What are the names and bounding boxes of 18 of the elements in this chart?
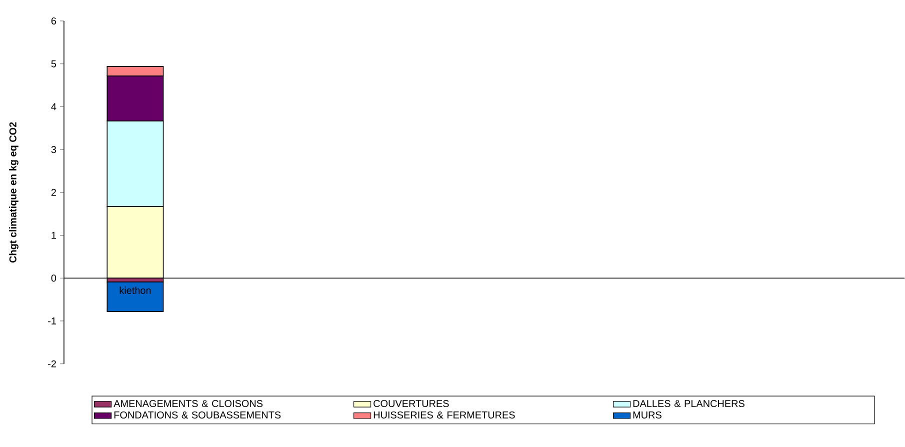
legend-label: MURS [633, 412, 662, 419]
y-axis-title: Chgt climatique en kg eq CO2 [9, 122, 18, 263]
y-tick-label: 0 [51, 274, 56, 282]
legend-label: DALLES & PLANCHERS [633, 400, 744, 408]
y-tick-label: -2 [48, 360, 56, 368]
legend-label: AMENAGEMENTS & CLOISONS [114, 400, 263, 408]
y-tick-label: 2 [51, 189, 56, 196]
y-tick-label: 3 [51, 146, 56, 154]
x-tick-label: kiethon [120, 286, 151, 294]
y-tick-label: -1 [48, 318, 56, 324]
y-tick-label: 4 [51, 103, 56, 110]
legend-label: HUISSERIES & FERMETURES [374, 412, 515, 419]
bar [106, 282, 164, 312]
legend-label: FONDATIONS & SOUBASSEMENTS [114, 412, 281, 419]
y-tick-label: 6 [51, 18, 56, 25]
y-tick-label: 5 [51, 60, 56, 68]
y-tick-label: 1 [52, 232, 56, 239]
legend-label: COUVERTURES [374, 400, 449, 408]
